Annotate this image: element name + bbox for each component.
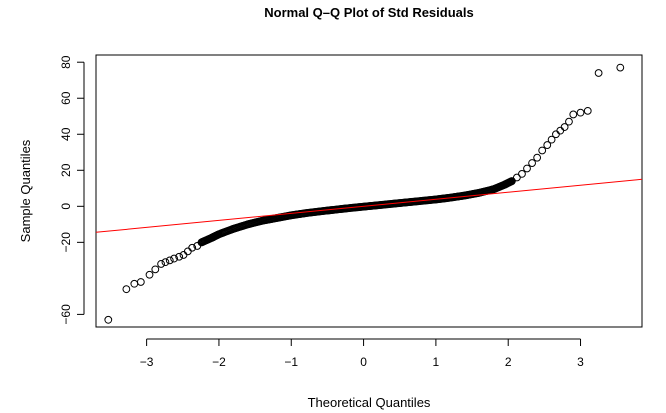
- x-tick-label: 3: [577, 355, 584, 369]
- data-point: [104, 315, 113, 324]
- y-axis: −60 −20 0 20 40 60 80: [59, 55, 85, 325]
- data-point: [583, 106, 592, 115]
- reference-line: [96, 178, 642, 233]
- y-tick-label: −60: [59, 304, 73, 325]
- data-point: [560, 123, 569, 131]
- data-point: [130, 279, 139, 288]
- y-tick-label: −20: [59, 232, 73, 253]
- data-point: [565, 117, 573, 126]
- data-point: [122, 285, 131, 294]
- data-point: [183, 247, 192, 256]
- data-point: [576, 108, 585, 117]
- x-tick-label: −1: [284, 355, 298, 369]
- data-point: [556, 126, 565, 135]
- data-point: [145, 270, 154, 279]
- y-tick-label: 0: [59, 203, 73, 210]
- data-point: [518, 169, 526, 178]
- data-point: [136, 278, 145, 286]
- data-point: [165, 256, 174, 265]
- x-tick-label: 1: [433, 355, 440, 369]
- data-point: [594, 69, 603, 77]
- data-point: [538, 146, 547, 155]
- data-point: [507, 177, 516, 185]
- data-point: [523, 164, 531, 173]
- x-tick-label: −2: [212, 355, 226, 369]
- chart-title: Normal Q–Q Plot of Std Residuals: [264, 5, 473, 20]
- x-tick-label: −3: [140, 355, 154, 369]
- data-point: [157, 260, 165, 268]
- data-point: [188, 243, 197, 252]
- y-tick-label: 60: [59, 91, 73, 105]
- data-point: [161, 258, 170, 267]
- data-point: [552, 130, 560, 139]
- x-axis-label: Theoretical Quantiles: [308, 395, 431, 410]
- data-point: [170, 254, 179, 263]
- x-tick-label: 2: [505, 355, 512, 369]
- data-point: [151, 265, 160, 274]
- data-point: [569, 110, 578, 119]
- data-point: [528, 159, 536, 167]
- data-point: [616, 63, 625, 72]
- plot-frame: [95, 54, 643, 328]
- x-axis: −3 −2 −1 0 1 2 3: [140, 338, 584, 369]
- plot-clip: [96, 63, 642, 324]
- plot-region: [95, 54, 643, 328]
- y-tick-label: 40: [59, 127, 73, 141]
- y-axis-label: Sample Quantiles: [18, 139, 33, 242]
- y-tick-label: 80: [59, 55, 73, 69]
- data-point: [547, 135, 556, 144]
- x-tick-label: 0: [360, 355, 367, 369]
- data-point: [179, 251, 188, 259]
- data-point: [543, 141, 552, 149]
- y-tick-label: 20: [59, 163, 73, 177]
- data-point: [512, 173, 521, 182]
- data-point: [533, 153, 542, 162]
- data-point: [175, 252, 184, 261]
